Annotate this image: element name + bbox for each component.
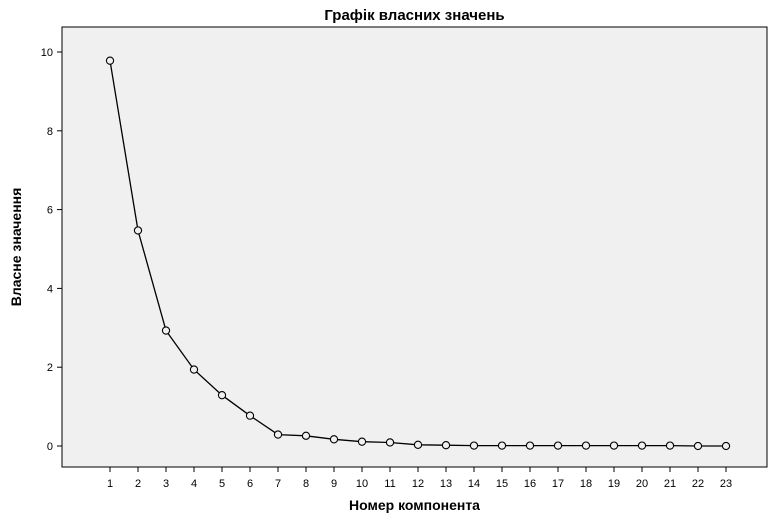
data-point-markers — [105, 56, 731, 451]
data-point-15 — [497, 441, 507, 450]
data-point-7 — [273, 430, 283, 439]
x-tick-label: 13 — [440, 478, 452, 490]
x-tick-label: 4 — [191, 478, 197, 490]
x-tick-label: 8 — [303, 478, 309, 490]
x-tick-label: 16 — [524, 478, 536, 490]
data-point-22 — [693, 441, 703, 451]
data-point-2 — [133, 226, 143, 235]
y-axis-label: Власне значення — [8, 188, 24, 307]
y-tick-label: 2 — [47, 362, 53, 374]
x-tick-label: 20 — [636, 478, 648, 490]
y-tick-label: 10 — [41, 47, 53, 59]
data-point-13 — [441, 441, 451, 450]
x-tick-label: 19 — [608, 478, 620, 490]
x-axis-ticks: 1 2 3 4 5 6 7 8 9 10 11 12 13 14 15 16 17 18 19 20 21 22 23 — [107, 467, 732, 490]
data-point-5 — [217, 391, 227, 400]
data-point-19 — [609, 441, 619, 450]
data-point-8 — [301, 431, 311, 440]
data-point-23 — [721, 441, 731, 451]
x-tick-label: 7 — [275, 478, 281, 490]
x-tick-label: 22 — [692, 478, 704, 490]
data-point-3 — [161, 326, 171, 335]
x-tick-label: 6 — [247, 478, 253, 490]
x-axis-label: Номер компонента — [349, 497, 480, 513]
y-tick-label: 0 — [47, 441, 53, 453]
data-point-14 — [469, 441, 479, 450]
x-tick-label: 12 — [412, 478, 424, 490]
plot-area — [61, 26, 768, 468]
y-tick-label: 8 — [47, 126, 53, 138]
x-tick-label: 9 — [331, 478, 337, 490]
data-point-21 — [665, 441, 675, 450]
data-point-11 — [385, 438, 395, 447]
data-point-16 — [525, 441, 535, 450]
y-tick-label: 4 — [47, 283, 53, 295]
data-point-10 — [357, 437, 367, 446]
x-tick-label: 17 — [552, 478, 564, 490]
x-tick-label: 2 — [135, 478, 141, 490]
x-tick-label: 21 — [664, 478, 676, 490]
x-tick-label: 1 — [107, 478, 113, 490]
x-tick-label: 18 — [580, 478, 592, 490]
x-tick-label: 11 — [384, 478, 395, 490]
x-tick-label: 14 — [468, 478, 480, 490]
x-tick-label: 3 — [163, 478, 169, 490]
chart-title: Графік власних значень — [324, 7, 504, 24]
data-point-6 — [245, 411, 255, 420]
data-point-4 — [189, 365, 199, 374]
x-tick-label: 15 — [496, 478, 508, 490]
data-point-12 — [413, 440, 423, 449]
x-tick-label: 10 — [356, 478, 368, 490]
data-point-17 — [553, 441, 563, 450]
data-point-9 — [329, 435, 339, 444]
data-point-18 — [581, 441, 591, 450]
x-tick-label: 23 — [720, 478, 732, 490]
data-point-20 — [637, 441, 647, 450]
x-tick-label: 5 — [219, 478, 225, 490]
data-point-1 — [105, 56, 115, 65]
y-tick-label: 6 — [47, 205, 53, 217]
y-axis-ticks: 0 2 4 6 8 10 — [41, 47, 62, 453]
